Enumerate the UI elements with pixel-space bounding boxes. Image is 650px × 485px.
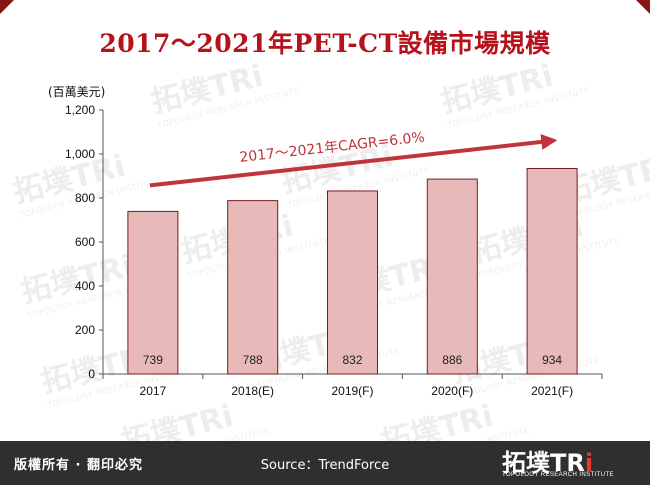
bar-2019(F): [327, 190, 378, 375]
y-tick-label: 1,000: [65, 147, 95, 161]
data-label: 832: [342, 353, 362, 367]
x-tick-label: 2018(E): [231, 384, 274, 398]
y-tick-label: 200: [75, 323, 95, 337]
page-title: 2017～2021年PET-CT設備市場規模: [99, 29, 551, 58]
company-logo: 拓墣TRi TOPOLOGY RESEARCH INSTITUTE: [502, 449, 614, 478]
bar-2021(F): [526, 168, 578, 375]
y-tick-label: 0: [88, 367, 95, 381]
source-note: Source：TrendForce: [260, 458, 390, 473]
x-tick-label: 2021(F): [531, 384, 573, 398]
bar-chart: (百萬美元) 0 200 400 600 800 1,000 1,200 739 2017 788 2…: [48, 85, 603, 398]
data-label: 934: [542, 353, 562, 367]
y-axis-unit-label: (百萬美元): [48, 85, 105, 99]
cagr-annotation: 2017～2021年CAGR=6.0%: [239, 130, 426, 166]
frame-corner-left: [0, 0, 14, 14]
bar-2020(F): [426, 178, 478, 375]
copyright-notice: 版權所有 · 翻印必究: [14, 458, 143, 473]
x-tick-label: 2020(F): [431, 384, 473, 398]
y-tick-label: 400: [75, 279, 95, 293]
cagr-arrow: [149, 133, 558, 188]
y-tick-label: 1,200: [65, 103, 95, 117]
data-label: 886: [442, 353, 462, 367]
bar-2018(E): [227, 200, 279, 375]
bar-2017: [127, 210, 179, 375]
footer-bar: 版權所有 · 翻印必究 Source：TrendForce 拓墣TRi TOPO…: [0, 441, 650, 485]
data-label: 788: [243, 353, 263, 367]
x-tick-label: 2019(F): [331, 384, 373, 398]
y-tick-label: 800: [75, 191, 95, 205]
data-label: 739: [143, 353, 163, 367]
frame-corner-right: [636, 0, 650, 14]
x-tick-label: 2017: [140, 384, 167, 398]
y-tick-label: 600: [75, 235, 95, 249]
